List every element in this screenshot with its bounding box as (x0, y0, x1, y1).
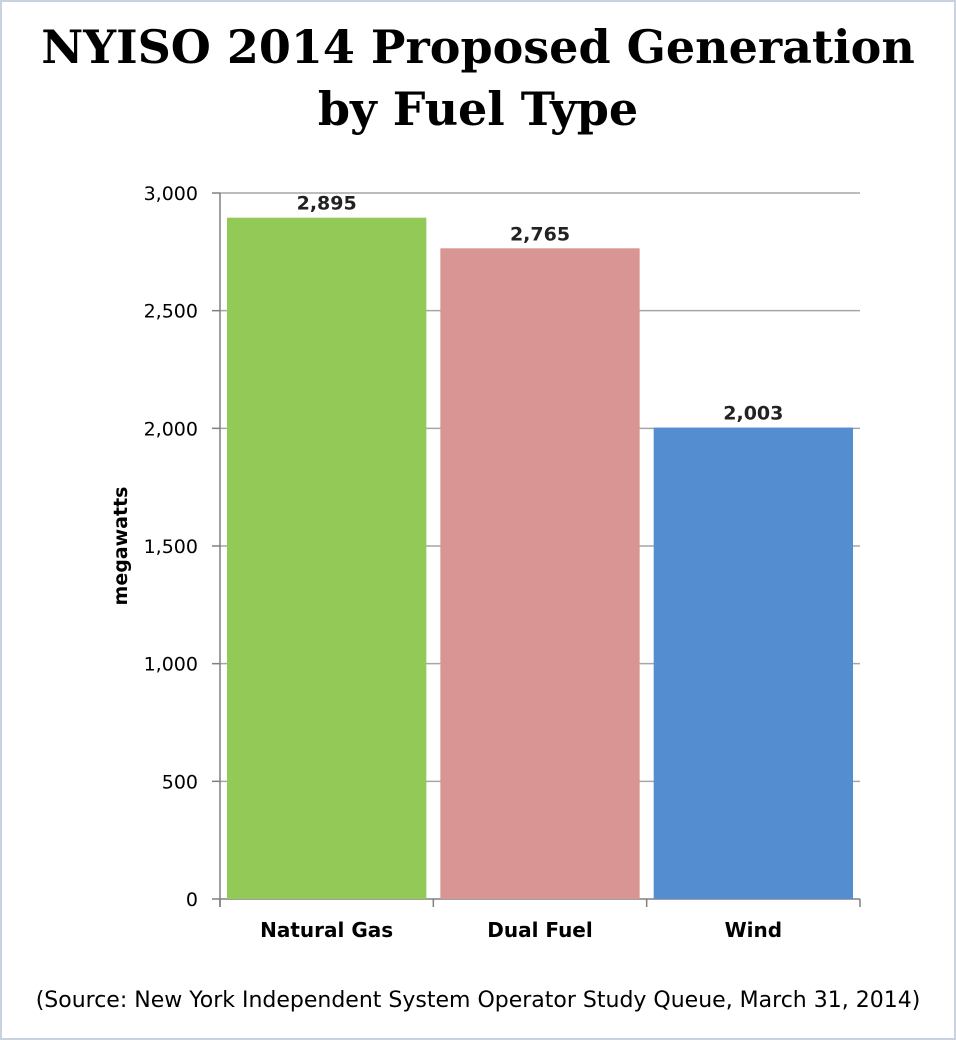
y-tick-label: 3,000 (144, 183, 198, 205)
y-tick-label: 0 (186, 889, 198, 911)
data-label: 2,003 (723, 403, 783, 425)
bar-natural-gas (227, 217, 427, 899)
source-note: (Source: New York Independent System Ope… (35, 988, 921, 1013)
y-tick-label: 500 (162, 771, 198, 793)
x-tick-label: Wind (725, 918, 782, 942)
bars (227, 217, 853, 899)
y-tick-label: 1,000 (144, 654, 198, 676)
x-tick-label: Dual Fuel (487, 918, 592, 942)
y-axis-title: megawatts (110, 487, 132, 606)
data-label: 2,765 (510, 223, 570, 245)
bar-wind (653, 427, 853, 899)
chart-title-line-1: NYISO 2014 Proposed Generation (41, 20, 915, 74)
y-tick-label: 2,000 (144, 418, 198, 440)
chart-title: NYISO 2014 Proposed Generation by Fuel T… (2, 16, 954, 140)
data-label: 2,895 (297, 193, 357, 215)
chart-title-line-2: by Fuel Type (317, 82, 639, 136)
y-tick-label: 2,500 (144, 301, 198, 323)
x-tick-label: Natural Gas (260, 918, 393, 942)
labels: 0 500 1,000 1,500 2,000 2,500 3,000 megawatts 2,… (110, 183, 783, 942)
y-tick-label: 1,500 (144, 536, 198, 558)
bar-chart: 0 500 1,000 1,500 2,000 2,500 3,000 megawatts 2,… (110, 183, 861, 942)
bar-dual-fuel (440, 248, 640, 899)
